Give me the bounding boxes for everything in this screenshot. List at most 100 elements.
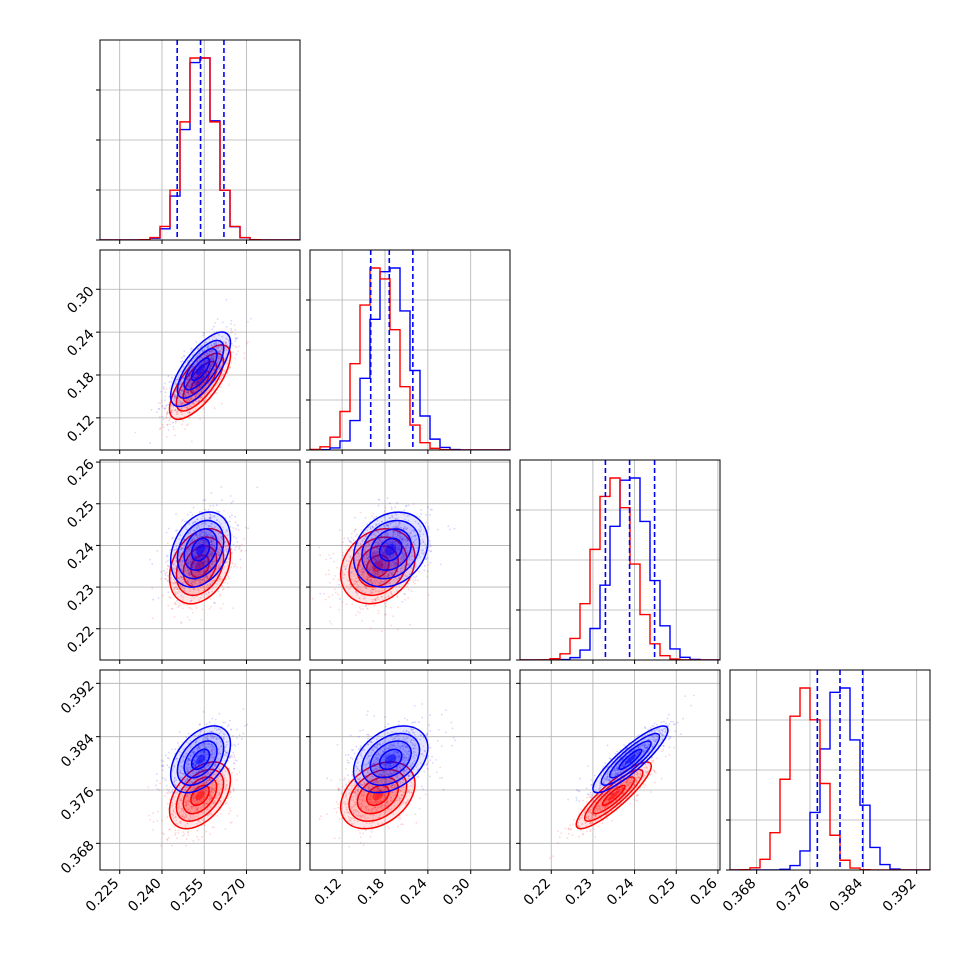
scatter-point bbox=[374, 567, 376, 570]
scatter-point bbox=[401, 565, 403, 567]
scatter-point bbox=[219, 552, 221, 554]
scatter-point bbox=[189, 561, 192, 564]
scatter-point bbox=[389, 542, 392, 545]
scatter-panel-1-0: 0.120.180.240.30 bbox=[64, 249, 301, 454]
scatter-point bbox=[205, 575, 207, 578]
scatter-point bbox=[186, 795, 189, 798]
scatter-point bbox=[205, 531, 208, 534]
scatter-point bbox=[210, 788, 212, 791]
scatter-point bbox=[392, 529, 395, 532]
scatter-point bbox=[229, 791, 232, 794]
scatter-point bbox=[214, 801, 216, 804]
scatter-point bbox=[374, 587, 377, 590]
scatter-point bbox=[409, 532, 412, 534]
scatter-point bbox=[428, 514, 431, 516]
scatter-point bbox=[171, 788, 174, 791]
scatter-point bbox=[176, 837, 178, 840]
scatter-point bbox=[193, 562, 196, 565]
scatter-point bbox=[418, 516, 421, 518]
scatter-point bbox=[449, 528, 451, 531]
scatter-point bbox=[204, 385, 207, 388]
scatter-point bbox=[202, 331, 205, 334]
scatter-point bbox=[375, 579, 378, 582]
scatter-point bbox=[191, 543, 194, 546]
scatter-point bbox=[218, 357, 221, 360]
scatter-point bbox=[205, 546, 207, 549]
scatter-point bbox=[187, 561, 190, 564]
scatter-point bbox=[173, 548, 175, 551]
scatter-point bbox=[216, 565, 219, 567]
scatter-point bbox=[192, 506, 195, 509]
scatter-point bbox=[202, 578, 205, 580]
scatter-point bbox=[172, 817, 175, 819]
scatter-point bbox=[398, 544, 401, 546]
scatter-point bbox=[402, 555, 405, 557]
scatter-point bbox=[205, 374, 207, 377]
scatter-point bbox=[197, 565, 200, 567]
scatter-point bbox=[188, 548, 190, 551]
scatter-point bbox=[199, 386, 201, 389]
scatter-point bbox=[380, 535, 383, 538]
scatter-point bbox=[218, 350, 220, 353]
scatter-point bbox=[401, 550, 404, 553]
scatter-point bbox=[200, 390, 203, 393]
scatter-point bbox=[205, 575, 208, 577]
scatter-point bbox=[380, 541, 383, 544]
scatter-point bbox=[364, 551, 367, 553]
scatter-point bbox=[170, 409, 173, 412]
scatter-point bbox=[408, 562, 411, 565]
scatter-point bbox=[404, 598, 406, 601]
scatter-point bbox=[366, 577, 368, 580]
scatter-point bbox=[414, 534, 416, 537]
scatter-point bbox=[350, 570, 353, 573]
scatter-point bbox=[368, 568, 371, 571]
scatter-point bbox=[352, 549, 354, 551]
scatter-point bbox=[188, 523, 191, 526]
scatter-point bbox=[219, 377, 222, 380]
scatter-point bbox=[193, 573, 196, 576]
scatter-point bbox=[234, 333, 237, 335]
scatter-point bbox=[214, 763, 217, 765]
scatter-point bbox=[374, 572, 377, 575]
scatter-point bbox=[178, 807, 180, 809]
scatter-point bbox=[197, 537, 199, 539]
scatter-point bbox=[374, 524, 377, 527]
scatter-point bbox=[188, 411, 191, 414]
scatter-point bbox=[186, 378, 188, 381]
scatter-point bbox=[395, 563, 398, 566]
scatter-point bbox=[189, 564, 192, 567]
scatter-point bbox=[190, 805, 192, 807]
scatter-point bbox=[188, 547, 190, 549]
scatter-point bbox=[211, 540, 214, 543]
scatter-point bbox=[364, 516, 367, 519]
scatter-point bbox=[395, 564, 398, 566]
scatter-point bbox=[213, 773, 216, 775]
scatter-point bbox=[405, 504, 408, 507]
scatter-point bbox=[390, 572, 393, 575]
scatter-point bbox=[187, 400, 190, 402]
scatter-point bbox=[194, 579, 196, 581]
scatter-point bbox=[173, 825, 176, 828]
scatter-point bbox=[181, 552, 183, 555]
scatter-point bbox=[172, 425, 175, 428]
scatter-point bbox=[183, 593, 186, 595]
scatter-point bbox=[230, 362, 233, 364]
scatter-point bbox=[235, 778, 238, 781]
scatter-point bbox=[364, 550, 367, 553]
scatter-point bbox=[168, 411, 171, 414]
scatter-point bbox=[395, 569, 398, 571]
scatter-point bbox=[173, 428, 175, 431]
scatter-point bbox=[420, 513, 422, 515]
scatter-point bbox=[219, 593, 222, 596]
scatter-point bbox=[202, 407, 205, 410]
scatter-point bbox=[217, 578, 220, 581]
scatter-point bbox=[230, 331, 232, 334]
scatter-point bbox=[188, 542, 191, 545]
scatter-point bbox=[348, 549, 351, 552]
scatter-point bbox=[204, 375, 206, 377]
scatter-point bbox=[198, 352, 201, 355]
scatter-point bbox=[393, 563, 396, 566]
scatter-point bbox=[224, 346, 226, 349]
scatter-point bbox=[183, 402, 185, 405]
scatter-point bbox=[394, 526, 397, 528]
